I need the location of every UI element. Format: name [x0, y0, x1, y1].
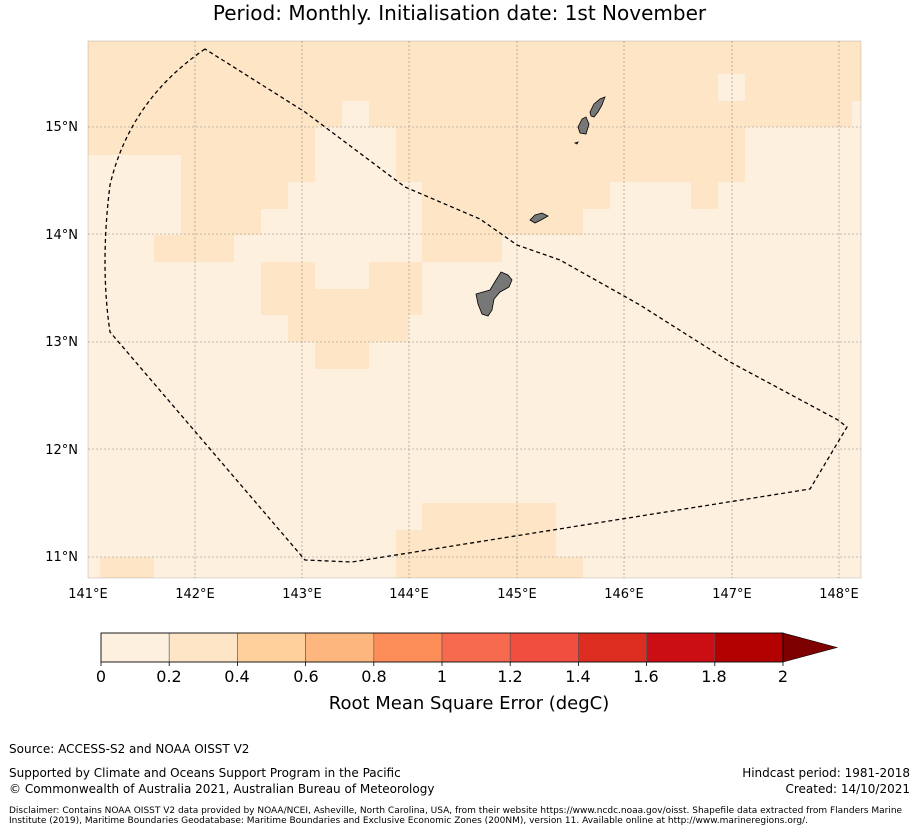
rmse-cell: [422, 182, 610, 209]
island-saipan: [589, 96, 606, 118]
rmse-cell: [396, 155, 745, 182]
rmse-cells-light: [718, 74, 861, 127]
source-text: Source: ACCESS-S2 and NOAA OISST V2: [9, 742, 250, 756]
lon-tick: 143°E: [282, 587, 322, 602]
lat-tick: 15°N: [45, 120, 78, 135]
colorbar-segment: [714, 632, 784, 663]
colorbar-segment: [373, 632, 443, 663]
lon-tick: 148°E: [819, 587, 859, 602]
lat-tick: 12°N: [45, 443, 78, 458]
islands: [475, 96, 606, 317]
island-rota: [529, 212, 549, 224]
map-subtitle: Period: Monthly. Initialisation date: 1s…: [212, 1, 707, 25]
rmse-cell: [396, 127, 745, 155]
colorbar-segment: [441, 632, 511, 663]
eez-boundary: [104, 48, 848, 563]
lon-tick: 144°E: [389, 587, 429, 602]
disclaimer-text: Disclaimer: Contains NOAA OISST V2 data …: [9, 806, 903, 826]
colorbar-segment: [168, 632, 238, 663]
colorbar-extension-arrow: [782, 632, 839, 663]
colorbar-segment: [100, 632, 170, 663]
copyright-text: © Commonwealth of Australia 2021, Austra…: [9, 782, 435, 796]
support-text: Supported by Climate and Oceans Support …: [9, 766, 401, 780]
rmse-cell: [396, 530, 556, 557]
rmse-cell: [369, 262, 422, 289]
colorbar-label: Root Mean Square Error (degC): [329, 693, 610, 714]
lat-tick-labels: 15°N 14°N 13°N 12°N 11°N: [45, 120, 78, 565]
map-figure: 141°E 142°E 143°E 144°E 145°E 146°E 147°…: [45, 40, 862, 714]
lat-tick: 11°N: [45, 550, 78, 565]
rmse-cell: [154, 235, 234, 262]
rmse-cell: [100, 557, 154, 578]
lon-tick: 146°E: [604, 587, 644, 602]
gridlines: [88, 41, 861, 578]
colorbar-segment: [578, 632, 647, 663]
colorbar-segment: [646, 632, 716, 663]
rmse-cell: [422, 503, 556, 530]
rmse-cell: [88, 127, 315, 155]
island-aguijan: [573, 141, 579, 145]
rmse-cell: [181, 209, 261, 235]
lon-tick: 141°E: [68, 587, 108, 602]
lon-tick: 142°E: [175, 587, 215, 602]
rmse-cell: [369, 101, 852, 127]
colorbar-tick: 1.6: [633, 667, 658, 686]
rmse-cell: [852, 101, 861, 127]
colorbar-tick: 0.6: [293, 667, 318, 686]
lat-tick: 13°N: [45, 335, 78, 350]
colorbar-tick: 0.2: [156, 667, 181, 686]
colorbar-segment: [305, 632, 375, 663]
colorbar-tick: 1.8: [701, 667, 726, 686]
rmse-cell: [181, 155, 315, 182]
island-guam: [475, 271, 513, 317]
colorbar-tick: 0: [96, 667, 106, 686]
lat-tick: 14°N: [45, 228, 78, 243]
colorbar-tick: 1: [437, 667, 447, 686]
lon-tick-labels: 141°E 142°E 143°E 144°E 145°E 146°E 147°…: [68, 587, 859, 602]
colorbar-segment: [509, 632, 579, 663]
colorbar-tick: 0.8: [361, 667, 386, 686]
rmse-cell: [261, 262, 315, 289]
island-tinian: [577, 116, 590, 135]
lon-tick: 145°E: [497, 587, 537, 602]
colorbar-tick: 2: [778, 667, 788, 686]
colorbar-ticks-labels: 0 0.2 0.4 0.6 0.8 1 1.2 1.4 1.6 1.8 2: [96, 667, 788, 686]
colorbar-tick: 0.4: [224, 667, 249, 686]
rmse-cell: [422, 209, 583, 235]
created-date: Created: 14/10/2021: [785, 782, 910, 796]
map-frame: [87, 40, 862, 579]
rmse-cell: [718, 74, 745, 101]
lon-tick: 147°E: [712, 587, 752, 602]
rmse-cell: [396, 557, 583, 578]
rmse-cell: [691, 182, 718, 209]
rmse-cell: [315, 342, 369, 369]
colorbar-tick: 1.2: [497, 667, 522, 686]
rmse-cell: [422, 235, 502, 262]
hindcast-period: Hindcast period: 1981-2018: [742, 766, 910, 780]
rmse-cell: [88, 101, 342, 127]
colorbar-segment: [237, 632, 306, 663]
colorbar: [100, 632, 839, 666]
colorbar-tick: 1.4: [565, 667, 590, 686]
rmse-cell: [181, 182, 288, 209]
rmse-cell: [261, 289, 422, 315]
rmse-cell: [288, 315, 408, 342]
